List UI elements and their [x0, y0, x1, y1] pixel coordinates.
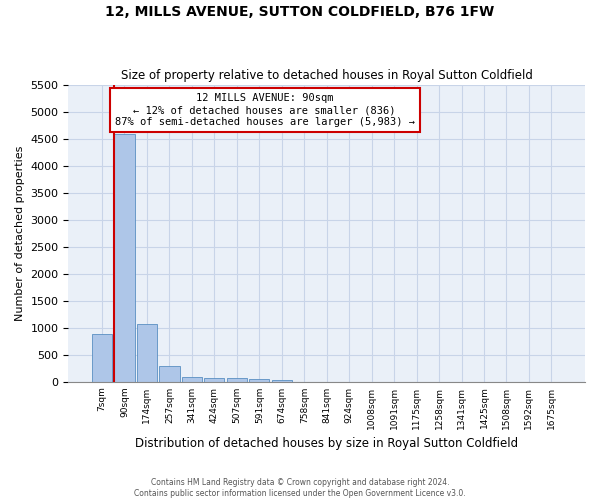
Bar [137, 324, 157, 382]
Text: 12, MILLS AVENUE, SUTTON COLDFIELD, B76 1FW: 12, MILLS AVENUE, SUTTON COLDFIELD, B76 … [106, 5, 494, 19]
Title: Size of property relative to detached houses in Royal Sutton Coldfield: Size of property relative to detached ho… [121, 69, 533, 82]
Bar [227, 378, 247, 382]
Bar [204, 378, 224, 382]
Bar [92, 334, 112, 382]
Bar [159, 366, 179, 382]
Text: 12 MILLS AVENUE: 90sqm
← 12% of detached houses are smaller (836)
87% of semi-de: 12 MILLS AVENUE: 90sqm ← 12% of detached… [115, 94, 415, 126]
X-axis label: Distribution of detached houses by size in Royal Sutton Coldfield: Distribution of detached houses by size … [135, 437, 518, 450]
Bar [182, 376, 202, 382]
Bar [249, 379, 269, 382]
Bar [115, 134, 134, 382]
Y-axis label: Number of detached properties: Number of detached properties [15, 146, 25, 321]
Bar [272, 380, 292, 382]
Text: Contains HM Land Registry data © Crown copyright and database right 2024.
Contai: Contains HM Land Registry data © Crown c… [134, 478, 466, 498]
